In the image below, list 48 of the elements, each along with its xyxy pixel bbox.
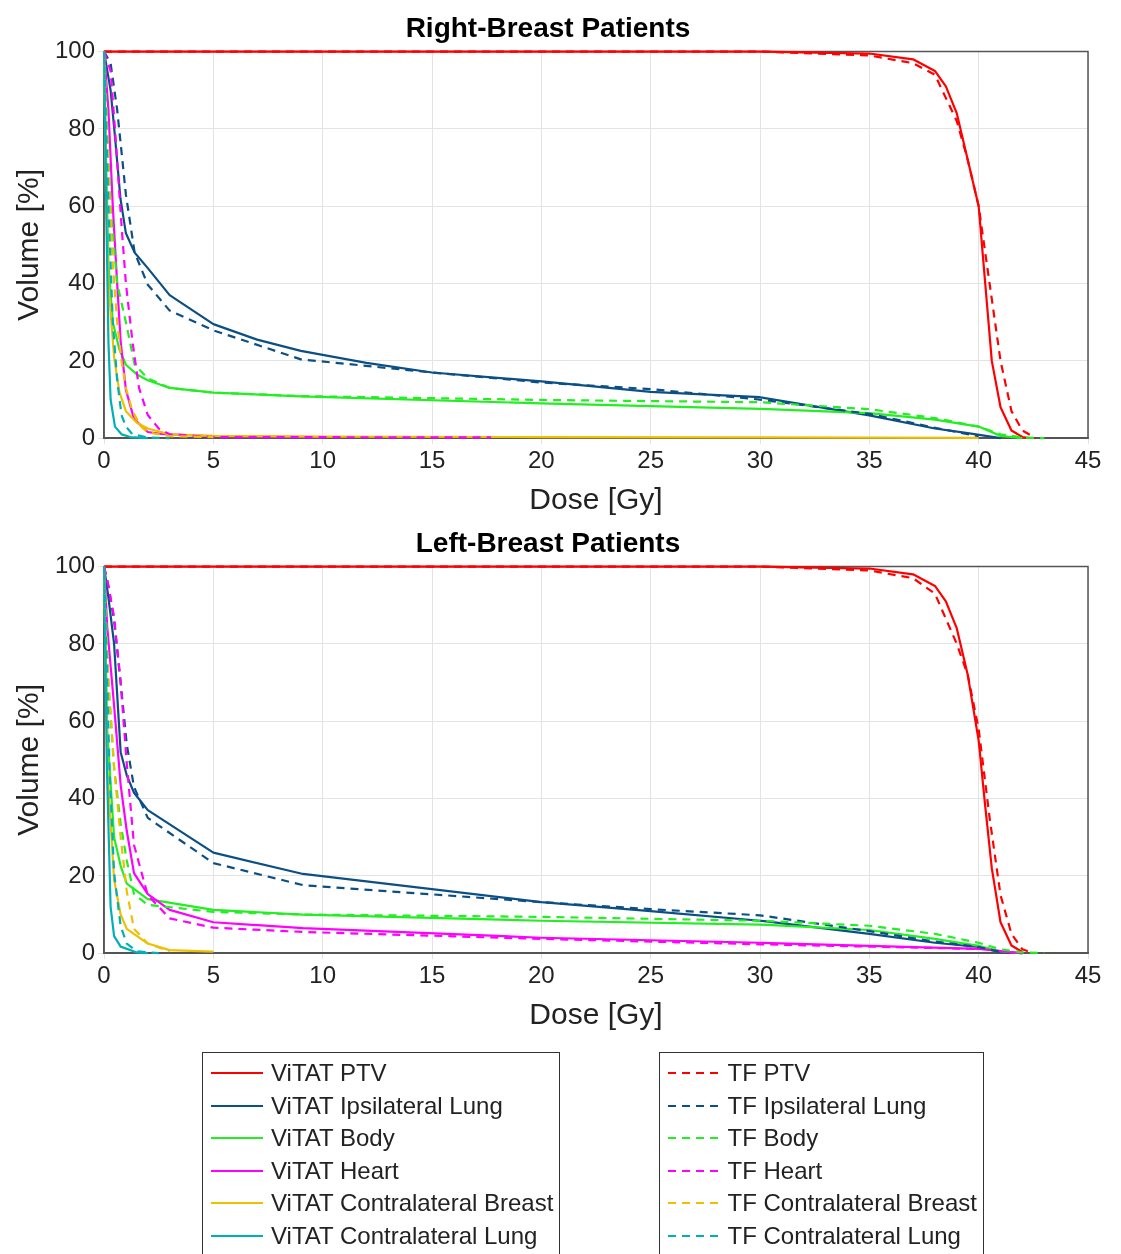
y-axis-title: Volume [%] bbox=[11, 169, 45, 321]
legend-label: ViTAT Contralateral Lung bbox=[271, 1221, 538, 1250]
y-tick-label: 0 bbox=[81, 937, 96, 965]
y-tick-label: 40 bbox=[68, 268, 96, 296]
y-tick-label: 80 bbox=[68, 113, 96, 141]
x-tick-label: 20 bbox=[528, 961, 555, 989]
x-tick-label: 40 bbox=[965, 446, 993, 474]
legend-label: ViTAT Ipsilateral Lung bbox=[271, 1091, 503, 1120]
x-tick-label: 10 bbox=[309, 961, 337, 989]
legend-label: TF Contralateral Lung bbox=[727, 1221, 961, 1250]
y-tick-label: 100 bbox=[55, 36, 96, 64]
chart-title: Left-Breast Patients bbox=[415, 526, 681, 558]
y-tick-label: 100 bbox=[55, 551, 96, 579]
chart-title: Right-Breast Patients bbox=[405, 11, 691, 43]
legend-label: TF Body bbox=[727, 1124, 819, 1153]
x-tick-label: 5 bbox=[206, 446, 221, 474]
y-tick-label: 60 bbox=[68, 705, 96, 733]
legend-label: TF Heart bbox=[727, 1156, 823, 1185]
x-tick-label: 30 bbox=[746, 446, 774, 474]
y-tick-label: 20 bbox=[68, 860, 96, 888]
legend-label: ViTAT Heart bbox=[271, 1156, 399, 1185]
legend-label: TF PTV bbox=[727, 1059, 811, 1088]
x-tick-label: 15 bbox=[418, 446, 446, 474]
x-tick-label: 25 bbox=[637, 961, 665, 989]
legend-label: ViTAT Body bbox=[271, 1124, 395, 1153]
x-tick-label: 35 bbox=[855, 961, 883, 989]
y-axis-title: Volume [%] bbox=[11, 684, 45, 836]
y-tick-label: 20 bbox=[68, 345, 96, 373]
x-tick-label: 45 bbox=[1074, 961, 1102, 989]
legend-label: ViTAT PTV bbox=[271, 1059, 387, 1088]
x-tick-label: 10 bbox=[309, 446, 337, 474]
x-tick-label: 25 bbox=[637, 446, 665, 474]
x-tick-label: 5 bbox=[206, 961, 221, 989]
y-tick-label: 40 bbox=[68, 783, 96, 811]
y-tick-label: 60 bbox=[68, 190, 96, 218]
x-tick-label: 20 bbox=[528, 446, 555, 474]
x-tick-label: 45 bbox=[1074, 446, 1102, 474]
x-tick-label: 40 bbox=[965, 961, 993, 989]
x-tick-label: 35 bbox=[855, 446, 883, 474]
legend-label: TF Contralateral Breast bbox=[727, 1189, 977, 1218]
x-tick-label: 15 bbox=[418, 961, 446, 989]
x-tick-label: 30 bbox=[746, 961, 774, 989]
y-tick-label: 0 bbox=[81, 422, 96, 450]
x-axis-title: Dose [Gy] bbox=[529, 997, 663, 1031]
x-axis-title: Dose [Gy] bbox=[529, 482, 663, 516]
y-tick-label: 80 bbox=[68, 628, 96, 656]
legend-label: TF Ipsilateral Lung bbox=[727, 1091, 927, 1120]
legend-label: ViTAT Contralateral Breast bbox=[271, 1189, 554, 1218]
